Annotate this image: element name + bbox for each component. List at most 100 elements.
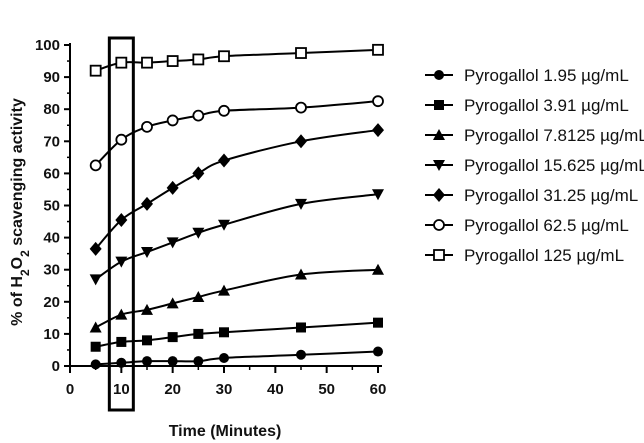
data-point <box>373 346 383 357</box>
data-point <box>116 357 127 368</box>
data-point <box>372 95 384 108</box>
data-point <box>166 237 179 249</box>
data-point <box>373 317 383 328</box>
series-line <box>95 193 379 281</box>
series-line <box>95 321 379 348</box>
legend-item: Pyrogallol 125 µg/mL <box>425 246 624 265</box>
y-tick-label: 40 <box>43 230 60 247</box>
data-point <box>166 297 179 309</box>
data-point <box>142 356 152 367</box>
series-6 <box>89 95 384 172</box>
data-point <box>192 290 205 302</box>
legend-label: Pyrogallol 62.5 µg/mL <box>464 216 629 235</box>
data-point <box>89 274 102 286</box>
data-point <box>295 268 307 280</box>
data-point <box>90 341 101 352</box>
y-axis-title-sub1: 2 <box>18 269 32 276</box>
data-point <box>296 349 306 360</box>
data-point <box>115 256 128 268</box>
y-tick-label: 80 <box>43 101 60 118</box>
y-tick-label: 60 <box>43 165 60 182</box>
legend-marker <box>433 188 445 202</box>
data-point <box>372 43 384 56</box>
y-tick-label: 0 <box>52 358 60 375</box>
legend-marker <box>433 160 445 171</box>
x-axis-title: Time (Minutes) <box>169 423 282 440</box>
legend-label: Pyrogallol 3.91 µg/mL <box>464 96 629 115</box>
data-point <box>142 335 152 346</box>
data-point <box>295 101 307 114</box>
x-tick-label: 20 <box>164 381 181 398</box>
y-axis-title-prefix: % of H <box>9 276 26 326</box>
y-tick-label: 20 <box>43 294 60 311</box>
data-point <box>90 359 101 370</box>
series-line <box>94 129 379 250</box>
y-tick-label: 100 <box>35 37 60 54</box>
legend-marker <box>433 219 445 231</box>
x-tick-label: 50 <box>318 381 335 398</box>
data-point <box>295 47 307 59</box>
legend-marker <box>433 129 445 140</box>
data-point <box>89 159 102 172</box>
data-point <box>218 50 230 63</box>
data-point <box>219 352 229 363</box>
y-axis-title-sub2: 2 <box>18 250 32 257</box>
data-point <box>192 53 205 66</box>
legend-marker <box>433 249 445 261</box>
data-point <box>218 104 230 117</box>
data-point <box>372 263 384 275</box>
data-point <box>89 321 102 333</box>
data-point <box>372 189 384 201</box>
data-point <box>372 123 384 138</box>
legend-marker <box>434 70 444 80</box>
data-point <box>141 120 153 133</box>
y-axis-title-suffix: scavenging activity <box>9 98 26 250</box>
data-point <box>295 198 307 210</box>
series-5 <box>89 123 384 256</box>
svg-text:% of H2O2 scavenging activity: % of H2O2 scavenging activity <box>9 98 32 326</box>
series-4 <box>89 189 384 286</box>
data-point <box>115 212 128 227</box>
legend-item: Pyrogallol 31.25 µg/mL <box>425 186 638 205</box>
data-point <box>141 56 153 69</box>
series-3 <box>89 263 384 333</box>
data-point <box>218 219 230 231</box>
y-axis-title: % of H2O2 scavenging activity <box>9 98 32 326</box>
data-point <box>166 55 179 67</box>
data-point <box>193 328 204 339</box>
series-1 <box>90 346 383 370</box>
series-line <box>95 268 379 329</box>
x-tick-label: 0 <box>66 381 74 398</box>
series-line <box>95 48 379 72</box>
data-point <box>192 166 205 181</box>
legend-item: Pyrogallol 15.625 µg/mL <box>425 156 644 175</box>
highlight-box <box>107 36 135 412</box>
x-tick-label: 10 <box>113 381 130 398</box>
data-point <box>115 133 128 146</box>
data-point <box>141 303 153 315</box>
data-point <box>296 322 306 333</box>
data-point <box>89 241 102 256</box>
legend-label: Pyrogallol 7.8125 µg/mL <box>464 126 644 145</box>
legend: Pyrogallol 1.95 µg/mL Pyrogallol 3.91 µg/… <box>425 66 644 265</box>
legend-marker <box>434 100 444 110</box>
y-tick-label: 10 <box>43 326 60 343</box>
data-point <box>193 356 204 367</box>
data-point <box>192 227 205 239</box>
legend-label: Pyrogallol 125 µg/mL <box>464 246 624 265</box>
data-point <box>115 308 128 320</box>
legend-item: Pyrogallol 1.95 µg/mL <box>425 66 629 85</box>
data-point <box>141 196 153 211</box>
data-point <box>116 336 127 347</box>
data-point <box>192 109 205 122</box>
legend-item: Pyrogallol 62.5 µg/mL <box>425 216 629 235</box>
series-line <box>95 350 379 366</box>
y-tick-label: 70 <box>43 133 60 150</box>
data-point <box>141 247 153 259</box>
data-point <box>166 180 179 195</box>
legend-label: Pyrogallol 15.625 µg/mL <box>464 156 644 175</box>
plot-area: 0 10 20 30 40 50 60 70 80 90 100 0 10 20 30 40 50 60 <box>35 36 386 412</box>
data-point <box>166 114 179 127</box>
series-2 <box>90 317 383 352</box>
